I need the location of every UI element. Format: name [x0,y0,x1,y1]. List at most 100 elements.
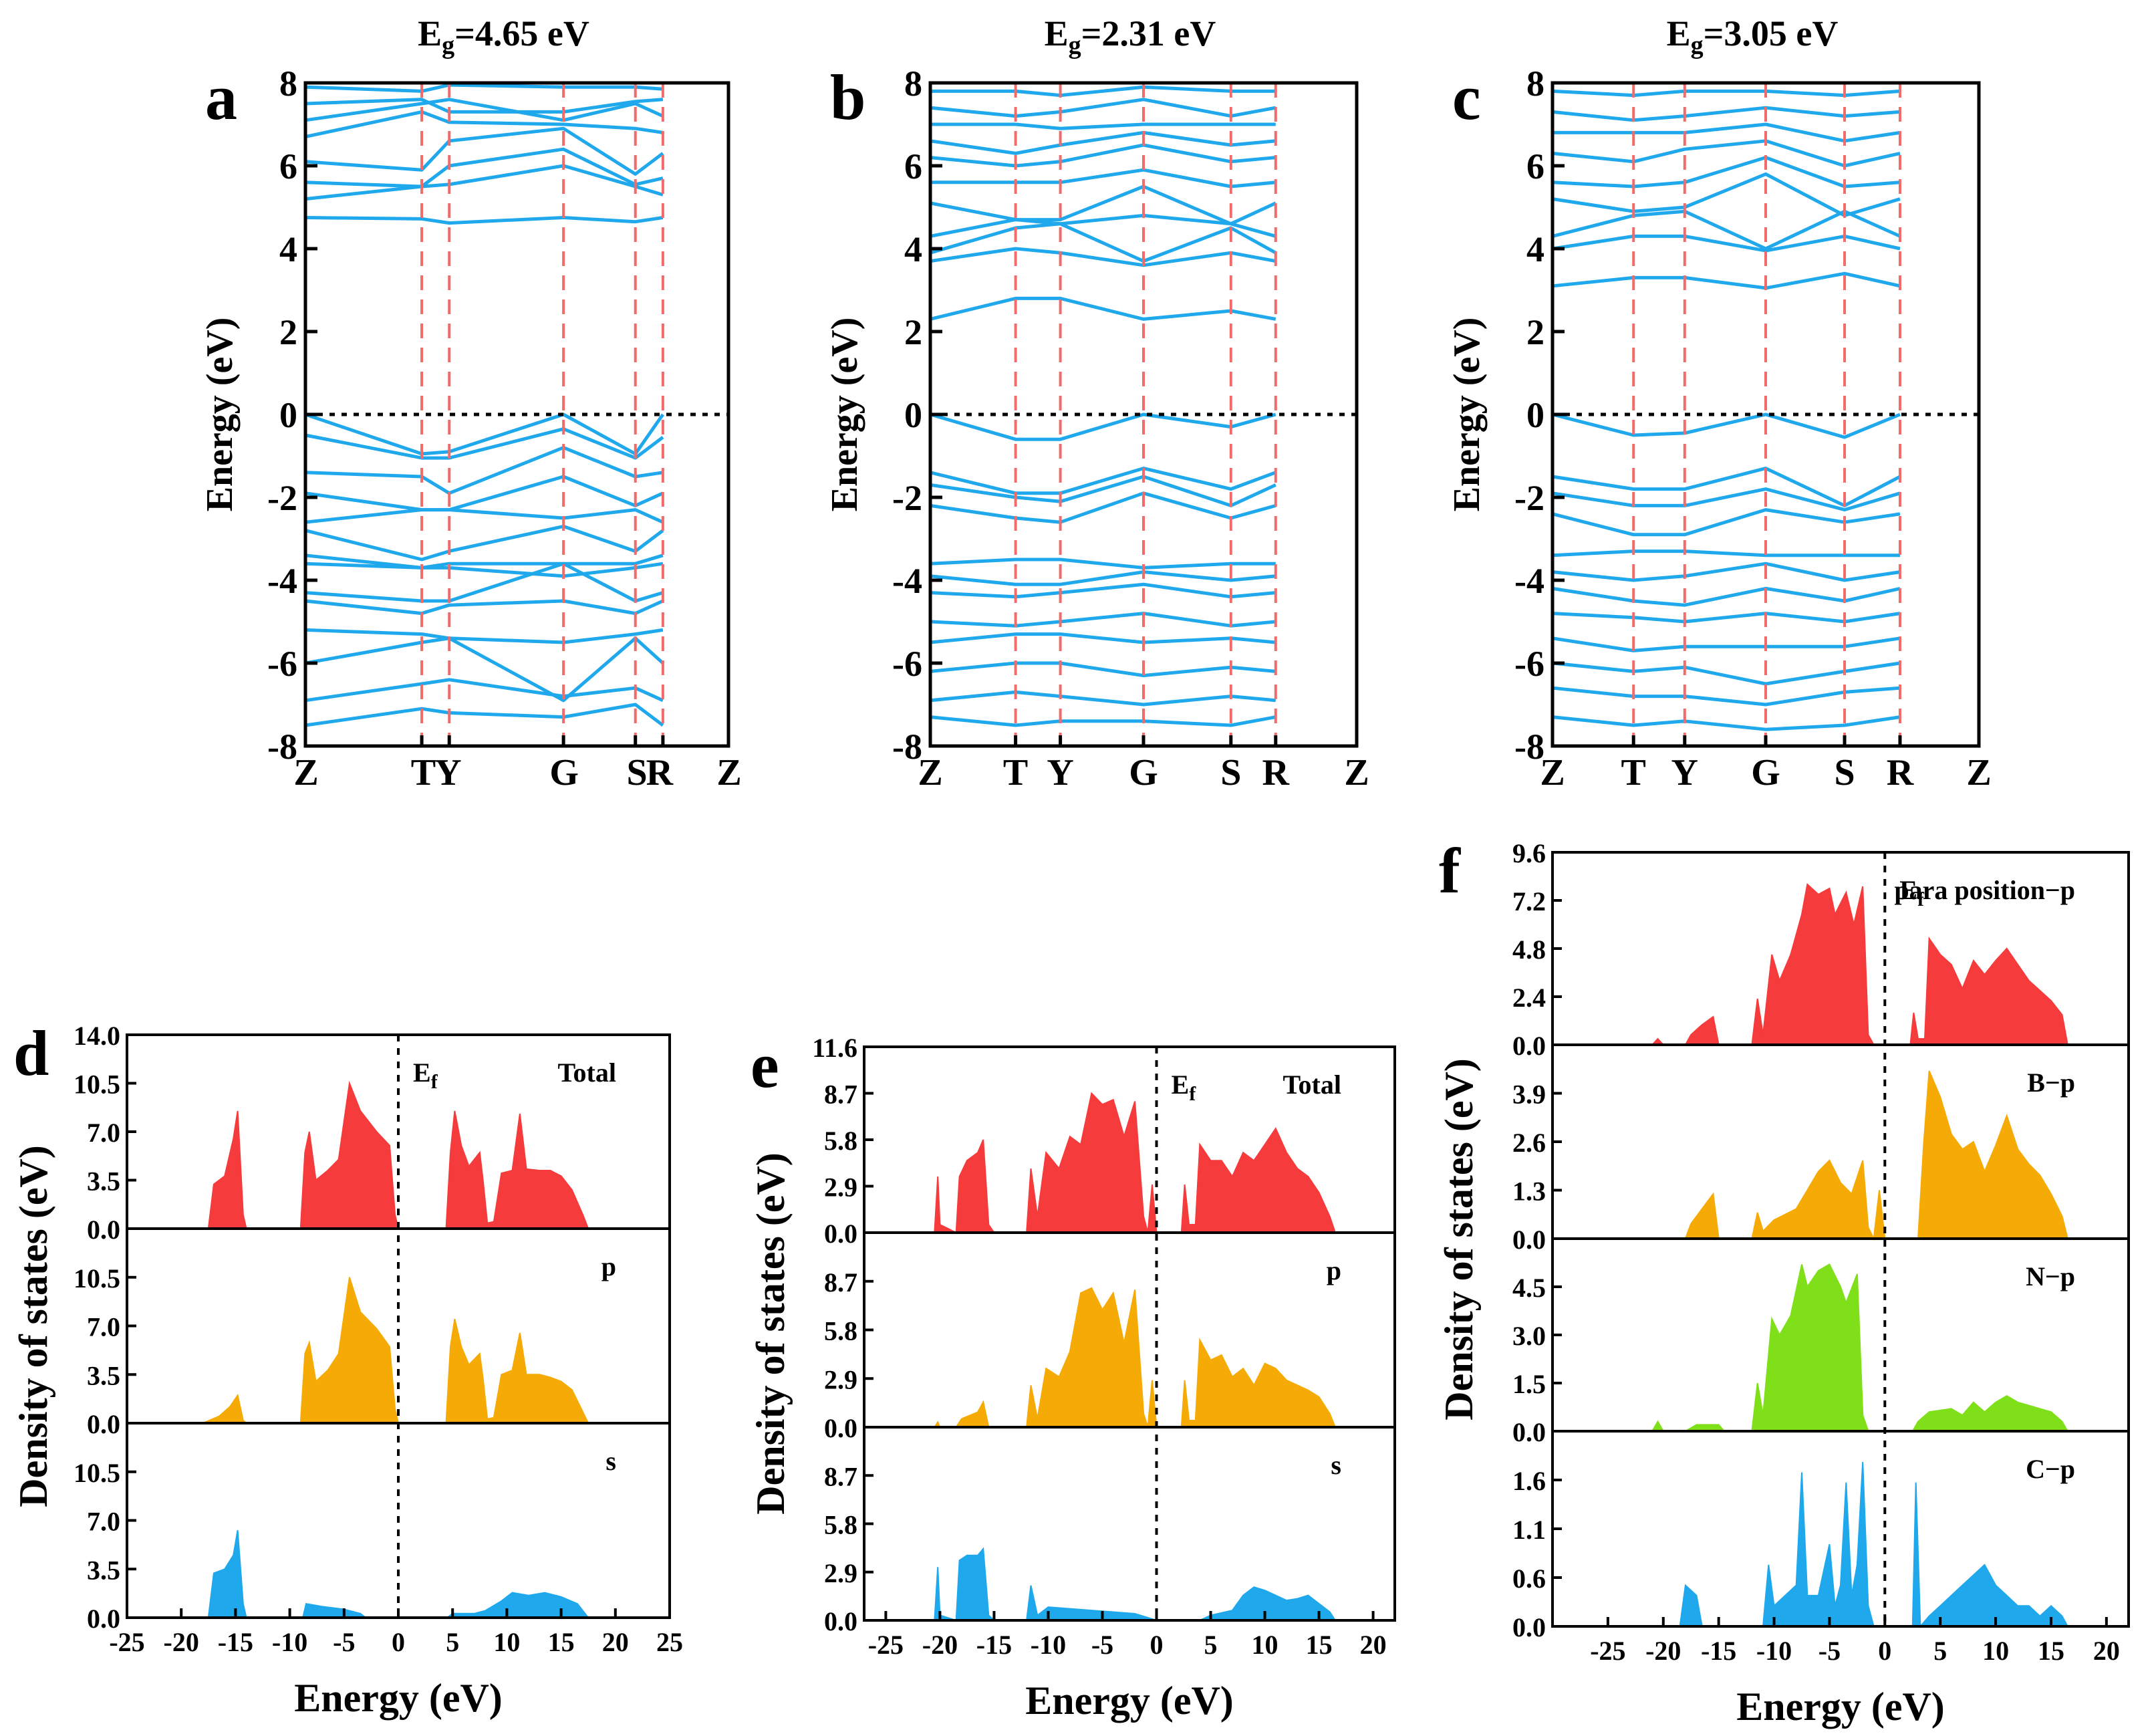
title-sub: g [1069,31,1081,59]
title-main: E [418,13,442,53]
kpoint-label: Z [716,752,740,793]
band-line [1552,612,1901,624]
y-tick-label: 3.9 [1512,1080,1546,1110]
y-tick-label: 0.0 [824,1219,857,1249]
y-tick-label: 5.8 [824,1510,857,1540]
band-line [1552,412,1901,439]
x-axis-label: Energy (eV) [294,1676,503,1720]
panel-letter: b [830,61,865,133]
band-line [305,126,664,176]
kpoint-label: TY [411,752,461,793]
y-tick-label: 8 [1526,64,1544,104]
subplot-label: B−p [2027,1068,2075,1098]
x-tick-label: -25 [868,1630,904,1660]
y-tick-label: 3.5 [87,1360,120,1390]
band-line [930,612,1276,628]
band-line [1552,715,1901,731]
dos-area-p [1684,1070,2069,1241]
x-tick-label: 5 [1933,1636,1947,1666]
y-tick-label: 0.6 [1512,1564,1546,1594]
band-line [930,130,1276,155]
x-tick-label: -25 [109,1627,144,1657]
y-tick-label: 2.9 [824,1172,857,1203]
dos-subplot: 0.0 2.9 5.8 8.7 p [824,1231,1396,1443]
y-tick-label: 3.0 [1512,1321,1546,1351]
title-rest: =2.31 eV [1081,13,1216,53]
y-tick-label: 7.2 [1512,886,1546,916]
x-tick-label: -20 [164,1627,199,1657]
band-line [930,247,1276,267]
y-tick-label: 4.5 [1512,1273,1546,1303]
panel-letter: d [13,1017,49,1089]
subplot-label: para position−p [1894,875,2075,905]
y-tick-label: 0.0 [824,1413,857,1443]
y-tick-label: -8 [892,727,922,767]
band-line [305,216,664,225]
y-tick-label: 6 [1526,146,1544,187]
y-tick-label: 3.5 [87,1166,120,1197]
y-tick-label: 2.6 [1512,1128,1546,1158]
subplot-frame [126,1227,671,1424]
y-axis-label: Energy (eV) [1446,318,1488,512]
band-line [930,570,1276,586]
kpoint-label: Z [918,752,942,793]
x-axis-label: Energy (eV) [1025,1679,1234,1723]
dos-panel-f: 0.0 2.4 4.8 7.2 9.6 para position−p 0.0 1.3 2.6 3… [1437,835,2130,1729]
y-tick-label: -2 [892,478,922,518]
title-sub: g [1691,31,1704,59]
x-tick-label: -15 [1701,1636,1736,1666]
band-line [305,562,664,578]
subplot-label: Total [558,1058,616,1088]
dos-area-p [933,1287,1337,1428]
subplot-label: p [1327,1255,1341,1285]
y-tick-label: 0.0 [1512,1417,1546,1447]
kpoint-label: Z [1540,752,1565,793]
band-line [930,557,1276,570]
x-tick-label: 20 [2093,1636,2120,1666]
band-line [1552,586,1901,607]
kpoint-label: R [1887,752,1914,793]
title-sub: g [442,31,454,59]
y-tick-label: 5.8 [824,1126,857,1156]
x-tick-label: 10 [1982,1636,2009,1666]
y-tick-label: 6 [904,146,922,187]
band-line [930,475,1276,507]
y-tick-label: 2.9 [824,1364,857,1394]
y-tick-label: 14.0 [74,1021,120,1051]
panel-letter: a [205,61,237,133]
panel-letter: e [751,1029,779,1101]
kpoint-label: Y [1047,752,1073,793]
y-tick-label: -6 [892,644,922,684]
x-tick-label: 15 [548,1627,575,1657]
x-tick-label: 25 [656,1627,683,1657]
y-tick-label: -2 [1514,478,1544,518]
band-line [1553,122,1901,143]
x-tick-label: -25 [1590,1636,1625,1666]
fermi-label-main: E [413,1058,431,1088]
y-tick-label: 0.0 [1512,1031,1546,1061]
x-tick-label: -10 [272,1627,307,1657]
kpoint-label: G [1129,752,1158,793]
x-tick-label: 20 [602,1627,629,1657]
band-line [930,296,1276,321]
y-tick-label: 1.5 [1512,1369,1546,1399]
band-line [305,562,664,603]
y-tick-label: 11.6 [812,1033,857,1063]
kpoint-label: Z [1344,752,1369,793]
x-tick-label: -15 [218,1627,253,1657]
y-tick-label: 0 [279,395,297,435]
band-line [930,122,1276,130]
y-tick-label: -8 [1514,727,1544,767]
band-line [1552,156,1901,189]
y-tick-label: -6 [1514,644,1544,684]
band-line [930,222,1277,263]
y-axis-label: Energy (eV) [199,318,241,512]
y-tick-label: 10.5 [74,1458,120,1488]
panel-letter: f [1439,835,1461,906]
panel-title: Eg=2.31 eV [1045,13,1216,59]
y-tick-label: 8 [279,64,297,104]
y-tick-label: 8.7 [824,1461,857,1491]
dos-subplot: 0.0 3.5 7.0 10.5 14.0 Total [74,1021,671,1245]
x-tick-label: -15 [976,1630,1012,1660]
